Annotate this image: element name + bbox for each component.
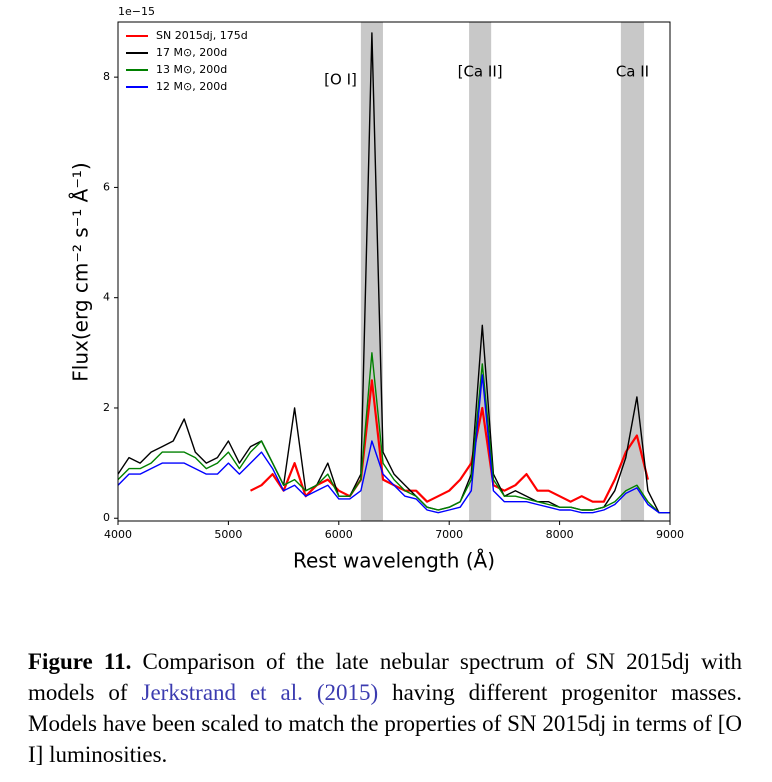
citation-link[interactable]: Jerkstrand et al. (2015)	[141, 680, 379, 705]
x-tick-label: 4000	[104, 528, 132, 541]
y-offset-label: 1e−15	[118, 5, 155, 18]
chart: 1e−15 Rest wavelength (Å) Flux(erg cm⁻² …	[69, 5, 685, 573]
y-tick-label: 2	[103, 401, 110, 414]
legend-label: 17 M⊙, 200d	[156, 46, 227, 59]
x-tick-label: 8000	[546, 528, 574, 541]
x-tick-label: 9000	[656, 528, 684, 541]
shaded-band	[360, 22, 383, 521]
series-line	[117, 32, 670, 514]
x-axis-label: Rest wavelength (Å)	[293, 549, 495, 573]
series-line	[117, 352, 670, 514]
y-tick-label: 8	[103, 70, 110, 83]
y-tick-label: 0	[103, 511, 110, 524]
legend-label: 12 M⊙, 200d	[156, 80, 227, 93]
caption-text: having different progenitor masses. Mode…	[28, 680, 743, 767]
band-label: [Ca II]	[458, 63, 503, 81]
y-tick-label: 6	[103, 180, 110, 193]
band-label: [O I]	[324, 71, 357, 89]
band-label: Ca II	[616, 63, 649, 81]
caption-text: Comparison of the late nebular spectrum …	[28, 649, 743, 705]
y-axis-label: Flux(erg cm⁻² s⁻¹ Å⁻¹)	[69, 162, 93, 381]
caption: Figure 11. Comparison of the late nebula…	[28, 646, 742, 770]
plot-frame	[117, 21, 671, 522]
shaded-band	[620, 22, 645, 521]
series-line	[117, 374, 670, 514]
series-line	[250, 379, 649, 503]
x-tick-label: 5000	[214, 528, 242, 541]
legend-label: 13 M⊙, 200d	[156, 63, 227, 76]
legend-label: SN 2015dj, 175d	[156, 29, 248, 42]
x-tick-label: 6000	[325, 528, 353, 541]
y-tick-label: 4	[103, 291, 110, 304]
caption-label: Figure 11.	[28, 649, 132, 674]
x-tick-label: 7000	[435, 528, 463, 541]
